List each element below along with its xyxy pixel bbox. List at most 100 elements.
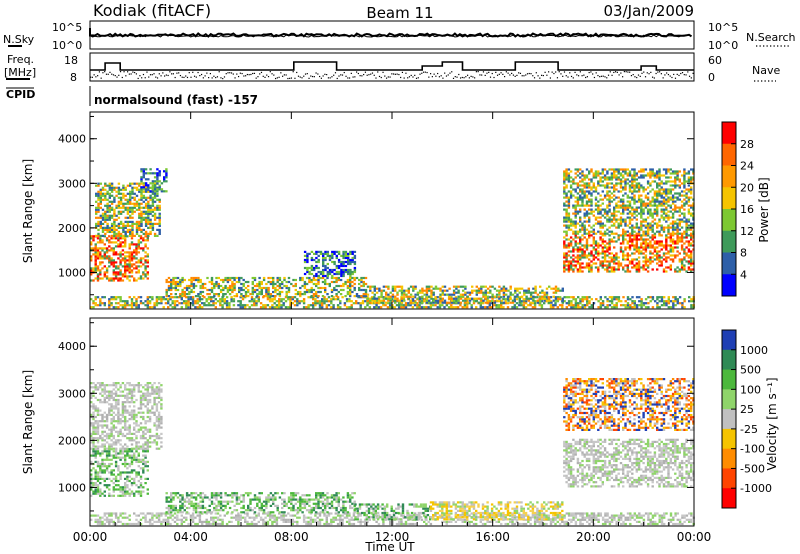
heat-cell [597,220,600,223]
heat-cell [549,304,553,307]
heat-cell [624,206,627,209]
heat-cell [610,172,614,175]
heat-cell [653,192,657,195]
heat-cell [409,304,412,307]
heat-cell [665,238,668,241]
heat-cell [576,230,580,233]
heat-cell [231,286,234,290]
heat-cell [690,178,693,181]
heat-cell [160,190,164,193]
heat-cell [153,306,156,309]
heat-cell [563,178,566,181]
heat-cell [525,289,528,292]
heat-cell [135,300,138,303]
heat-cell [361,300,365,303]
heat-cell [335,278,338,282]
heat-cell [482,291,485,294]
heat-cell [448,301,451,304]
heat-cell [253,290,257,294]
heat-cell [626,230,629,233]
heat-cell [176,282,180,286]
heat-cell [324,250,327,253]
heat-cell [157,302,161,305]
heat-cell [183,286,186,290]
nave-dot [570,75,573,78]
heat-cell [319,270,323,274]
heat-cell [121,300,125,303]
heat-cell [170,286,173,290]
heat-cell [326,293,329,296]
heat-cell [142,188,145,191]
heat-cell [683,258,686,261]
heat-cell [96,273,100,276]
heat-cell [656,258,659,261]
heat-cell [671,198,675,201]
heat-cell [429,304,433,307]
heat-cell [94,460,97,463]
heat-cell [126,267,129,270]
heat-cell [687,204,691,207]
heat-cell [658,306,661,309]
heat-cell [658,244,661,247]
heat-cell [349,280,352,284]
heat-cell [633,266,636,269]
heat-cell [126,277,129,280]
heat-cell [601,266,604,269]
heat-cell [423,306,426,309]
heat-cell [592,254,595,257]
heat-cell [572,230,575,233]
heat-cell [310,268,314,272]
heat-cell [194,278,198,282]
heat-cell [692,176,695,179]
heat-cell [303,266,307,270]
heat-cell [138,220,141,223]
heat-cell [572,304,575,307]
heat-cell [128,271,131,274]
heat-cell [357,302,360,305]
heat-cell [382,296,385,299]
heat-cell [265,290,268,294]
heat-cell [646,224,650,227]
nave-dot [692,72,694,74]
heat-cell [142,271,145,274]
heat-cell [192,284,196,288]
nave-dot [377,71,379,73]
heat-cell [172,280,175,284]
heat-cell [235,280,239,284]
heat-cell [366,296,369,299]
heat-cell [439,287,442,290]
heat-cell [97,232,100,235]
heat-cell [665,208,668,211]
heat-cell [317,258,320,262]
heat-cell [622,254,625,257]
heat-cell [113,222,116,225]
nave-dot [627,71,629,73]
nave-dot [496,74,499,76]
heat-cell [572,220,575,223]
nave-dots [90,71,694,80]
heat-cell [590,192,593,195]
heat-cell [358,288,361,292]
heat-cell [144,184,148,187]
heat-cell [153,208,157,211]
heat-cell [601,256,604,259]
heat-cell [619,172,623,175]
heat-cell [606,218,609,221]
heat-cell [628,246,632,249]
heat-cell [205,300,208,303]
nave-dot [602,75,604,77]
heat-cell [498,285,501,288]
heat-cell [312,298,315,301]
heat-cell [594,176,598,179]
heat-cell [276,280,279,284]
heat-cell [117,224,121,227]
heat-cell [253,304,256,307]
heat-cell [622,304,625,307]
heat-cell [667,266,670,269]
heat-cell [628,222,632,225]
heat-cell [375,304,378,307]
heat-cell [265,286,268,290]
heat-cell [133,234,136,237]
heat-cell [567,198,571,201]
heat-cell [567,268,571,271]
